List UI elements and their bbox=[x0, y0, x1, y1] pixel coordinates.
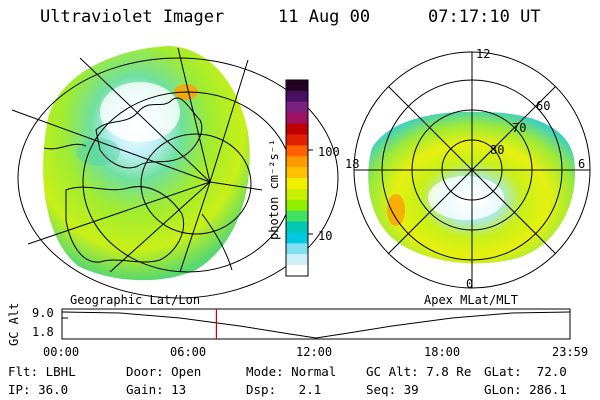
colorbar bbox=[285, 79, 313, 277]
footer-mode: Mode: Normal bbox=[246, 364, 337, 379]
mlat-label-60: 60 bbox=[536, 99, 551, 113]
timeline-axis-label: GC Alt bbox=[7, 302, 21, 346]
time-label: 07:17:10 UT bbox=[428, 7, 541, 27]
geographic-image bbox=[11, 46, 339, 299]
timeline-plot bbox=[61, 308, 571, 340]
colorbar-swatch bbox=[286, 178, 308, 190]
colorbar-swatch bbox=[286, 80, 308, 92]
timeline-xtick-0000: 00:00 bbox=[43, 345, 80, 359]
polar-plot bbox=[353, 51, 591, 289]
mlat-label-80: 80 bbox=[490, 143, 505, 157]
colorbar-swatch bbox=[286, 90, 308, 103]
footer-glat: GLat: 72.0 bbox=[484, 364, 567, 379]
colorbar-swatch bbox=[286, 265, 308, 277]
colorbar-swatch bbox=[286, 134, 308, 146]
footer-dsp: Dsp: 2.1 bbox=[246, 382, 322, 397]
footer-flt: Flt: LBHL bbox=[8, 364, 76, 379]
colorbar-swatch bbox=[286, 156, 308, 168]
colorbar-unit-label: photon cm⁻²s⁻¹ bbox=[267, 138, 281, 240]
timeline-ytick-top: 9.0 bbox=[32, 306, 54, 320]
timeline-ytick-bottom: 1.8 bbox=[32, 325, 54, 339]
footer-door: Door: Open bbox=[126, 364, 202, 379]
mlt-label-0: 0 bbox=[466, 277, 474, 291]
colorbar-tick-10: 10 bbox=[318, 229, 333, 243]
colorbar-swatch bbox=[286, 199, 308, 212]
colorbar-swatch bbox=[286, 232, 308, 244]
colorbar-swatch bbox=[286, 221, 308, 233]
footer-gain: Gain: 13 bbox=[126, 382, 187, 397]
colorbar-tick-100: 100 bbox=[318, 145, 340, 159]
colorbar-swatch bbox=[286, 112, 308, 125]
mlt-label-6: 6 bbox=[578, 157, 586, 171]
colorbar-swatch bbox=[286, 101, 308, 114]
left-panel-caption: Geographic Lat/Lon bbox=[70, 293, 201, 307]
footer-gc-alt: GC Alt: 7.8 Re bbox=[366, 364, 472, 379]
colorbar-swatch bbox=[286, 123, 308, 135]
colorbar-swatch bbox=[286, 254, 308, 266]
mlt-label-12: 12 bbox=[476, 47, 491, 61]
colorbar-frame bbox=[285, 79, 309, 277]
colorbar-swatch bbox=[286, 210, 308, 223]
app-title: Ultraviolet Imager bbox=[40, 7, 225, 27]
colorbar-swatch bbox=[286, 243, 308, 255]
footer-seq: Seq: 39 bbox=[366, 382, 419, 397]
colorbar-swatch bbox=[286, 188, 308, 201]
timeline-xtick-2359: 23:59 bbox=[552, 345, 589, 359]
timeline-xtick-0600: 06:00 bbox=[170, 345, 207, 359]
footer-glon: GLon: 286.1 bbox=[484, 382, 567, 397]
timeline-xtick-1200: 12:00 bbox=[296, 345, 333, 359]
footer-ip: IP: 36.0 bbox=[8, 382, 69, 397]
mlt-label-18: 18 bbox=[345, 157, 360, 171]
colorbar-swatch bbox=[286, 167, 308, 179]
timeline-xtick-1800: 18:00 bbox=[424, 345, 461, 359]
right-panel-caption: Apex MLat/MLT bbox=[424, 293, 518, 307]
mlat-label-70: 70 bbox=[512, 121, 527, 135]
colorbar-swatch bbox=[286, 145, 308, 157]
date-label: 11 Aug 00 bbox=[278, 7, 371, 27]
